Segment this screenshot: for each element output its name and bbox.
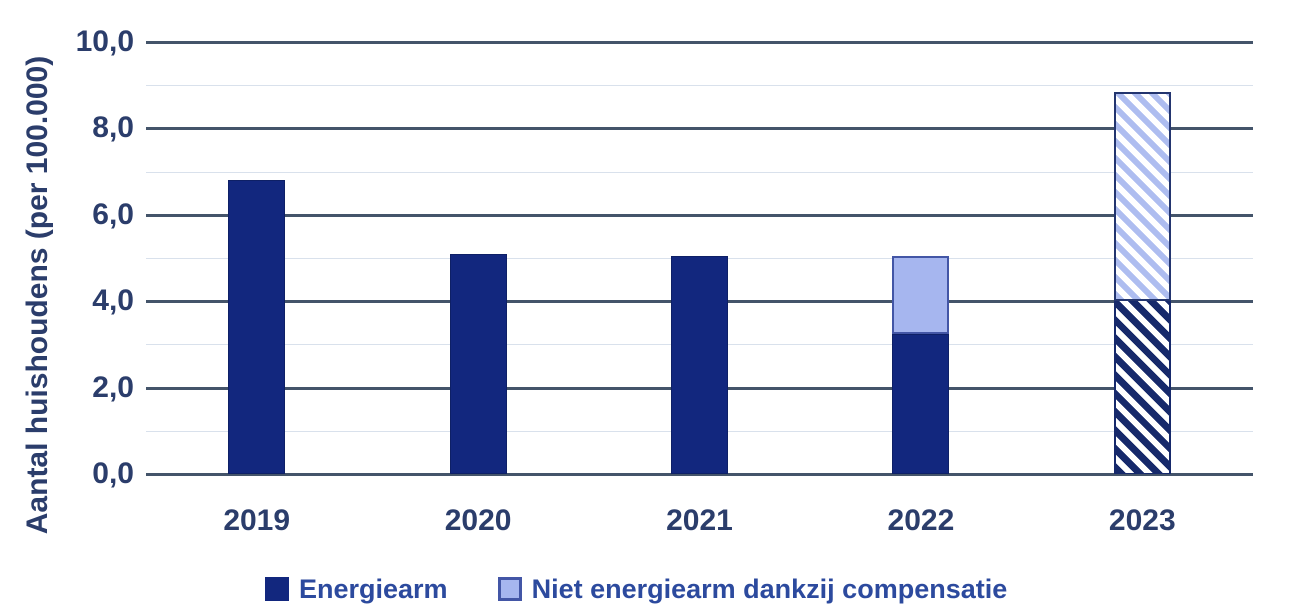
legend: Energiearm Niet energiearm dankzij compe… [265,574,1007,604]
gridline-major-6 [146,213,1253,217]
bar-segment-2019-energiearm [228,180,286,474]
x-tick-label-2019: 2019 [223,504,291,537]
bar-2020 [449,253,507,474]
plot-area [146,41,1253,476]
y-axis-title: Aantal huishoudens (per 100.000) [21,55,54,535]
x-axis-line [146,473,1253,476]
x-tick-label-2022: 2022 [887,504,955,537]
gridline-major-8 [146,127,1253,131]
gridline-minor-7 [146,171,1253,173]
y-tick-label-0,0: 0,0 [92,457,134,490]
legend-swatch-compensatie [497,577,522,601]
bar-segment-2022-energiearm [892,333,950,474]
bar-segment-2023-niet-energiearm-dankzij-compensatie [1113,91,1171,302]
bar-2022 [892,255,950,474]
y-tick-label-2,0: 2,0 [92,370,134,404]
legend-item-compensatie: Niet energiearm dankzij compensatie [497,574,1008,604]
y-tick-label-8,0: 8,0 [92,111,134,145]
legend-swatch-energiearm [265,577,289,601]
bar-2019 [228,180,286,474]
x-tick-label-2020: 2020 [444,504,512,537]
legend-label-energiearm: Energiearm [299,574,448,604]
x-tick-label-2021: 2021 [666,504,733,537]
x-tick-label-2023: 2023 [1108,504,1176,537]
gridline-major-10 [146,41,1253,44]
legend-label-compensatie: Niet energiearm dankzij compensatie [531,574,1008,604]
y-tick-label-4,0: 4,0 [92,284,134,318]
legend-item-energiearm: Energiearm [265,574,448,604]
bar-segment-2021-energiearm [671,255,728,474]
y-tick-label-6,0: 6,0 [92,197,134,231]
bar-segment-2022-niet-energiearm-dankzij-compensatie [892,255,950,334]
y-tick-label-10,0: 10,0 [75,25,134,58]
bar-2021 [671,255,728,474]
bar-2023 [1113,91,1171,474]
bar-segment-2023-energiearm [1113,301,1171,474]
bar-segment-2020-energiearm [449,253,507,474]
gridline-minor-9 [146,85,1253,87]
